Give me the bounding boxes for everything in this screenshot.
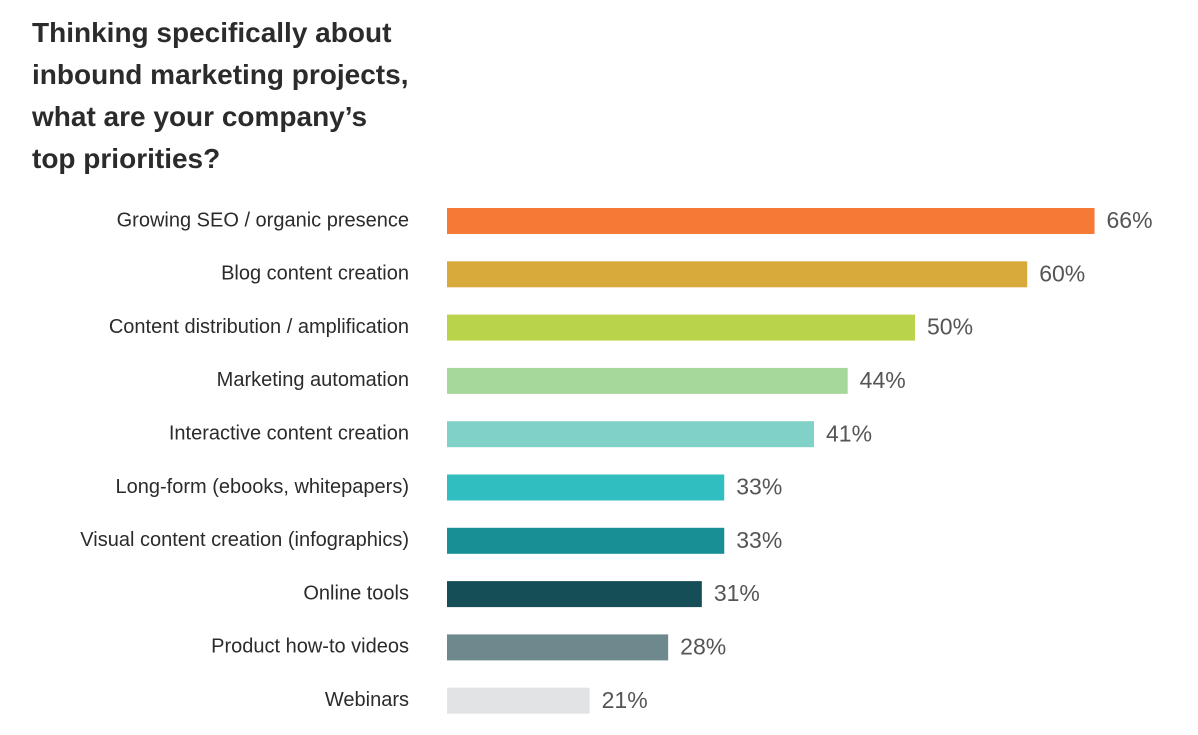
bar (447, 581, 702, 608)
category-label: Long-form (ebooks, whitepapers) (116, 476, 409, 498)
bar (447, 208, 1095, 234)
value-label: 60% (1039, 260, 1085, 286)
value-label: 41% (826, 420, 872, 446)
value-label: 50% (927, 314, 973, 340)
bar (447, 687, 590, 714)
bar (447, 634, 669, 661)
category-label: Interactive content creation (169, 422, 409, 444)
value-label: 66% (1107, 207, 1153, 233)
category-label: Growing SEO / organic presence (117, 209, 409, 231)
category-label: Blog content creation (221, 263, 409, 285)
value-label: 44% (860, 367, 906, 393)
bar (447, 527, 725, 554)
bar (447, 421, 815, 448)
category-label: Marketing automation (217, 369, 409, 391)
category-label: Product how-to videos (211, 636, 409, 658)
value-label: 31% (714, 580, 760, 606)
category-label: Visual content creation (infographics) (80, 529, 409, 551)
value-label: 21% (602, 687, 648, 713)
category-label: Content distribution / amplification (109, 316, 409, 338)
value-label: 28% (680, 633, 726, 659)
value-label: 33% (736, 527, 782, 553)
category-label: Webinars (325, 689, 409, 711)
bar (447, 367, 848, 394)
value-label: 33% (736, 474, 782, 500)
bar (447, 474, 725, 501)
category-label: Online tools (303, 582, 409, 604)
chart-title: Thinking specifically about inbound mark… (32, 17, 409, 174)
bar (447, 314, 915, 341)
bar (447, 261, 1028, 288)
